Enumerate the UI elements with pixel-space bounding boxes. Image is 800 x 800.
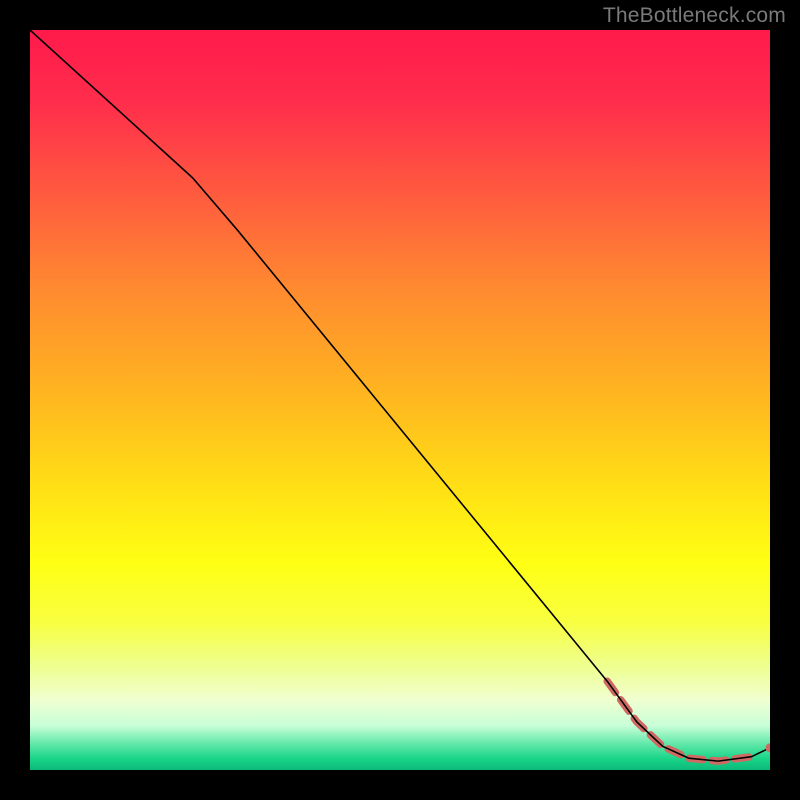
chart-svg: [30, 30, 770, 770]
watermark-text: TheBottleneck.com: [603, 4, 786, 28]
plot-area: [30, 30, 770, 770]
gradient-background: [30, 30, 770, 770]
chart-frame: TheBottleneck.com: [0, 0, 800, 800]
